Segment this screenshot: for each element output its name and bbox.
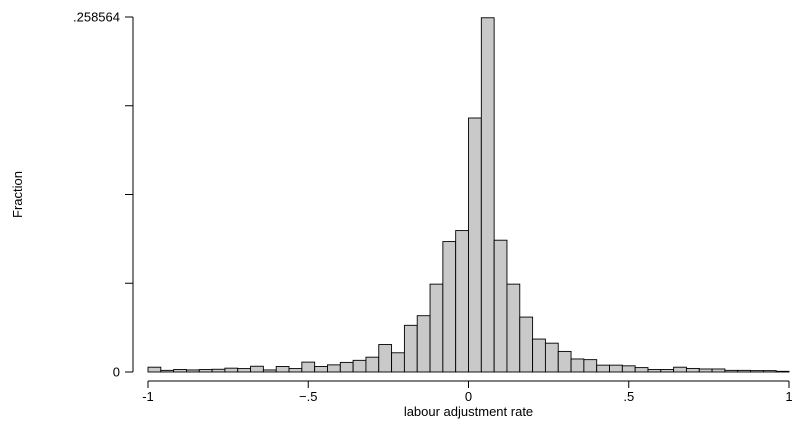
- x-tick-label: -1: [142, 389, 154, 404]
- y-tick-label: 0: [113, 365, 120, 380]
- histogram-bar: [327, 364, 341, 373]
- histogram-bar: [493, 239, 508, 373]
- y-axis-title: Fraction: [10, 171, 25, 218]
- histogram-bar: [339, 361, 354, 373]
- histogram-bar: [557, 350, 572, 373]
- y-axis-ticks: 0 .258564: [73, 10, 133, 380]
- histogram-bar: [673, 366, 687, 373]
- histogram-bar: [198, 369, 213, 373]
- histogram-bar: [314, 366, 328, 373]
- x-tick-label: −.5: [299, 389, 317, 404]
- histogram-bar: [775, 370, 790, 373]
- histogram-bar: [173, 369, 187, 373]
- histogram-bar: [737, 369, 751, 373]
- histogram-bar: [288, 368, 303, 373]
- histogram-bar: [352, 359, 367, 373]
- histogram-bar: [365, 356, 380, 373]
- histogram-bar: [660, 369, 675, 373]
- histogram-bar: [237, 368, 252, 373]
- histogram-bar: [711, 368, 726, 373]
- histogram-bar: [186, 369, 200, 373]
- histogram-bar: [480, 17, 495, 373]
- x-axis-title: labour adjustment rate: [404, 404, 533, 419]
- x-tick-label: .5: [623, 389, 634, 404]
- histogram-bar: [609, 364, 623, 373]
- histogram-bar: [301, 361, 316, 373]
- histogram-bar: [391, 352, 405, 373]
- histogram-bar: [455, 230, 469, 373]
- histogram-bar: [724, 369, 739, 373]
- histogram-bars: [147, 17, 790, 373]
- histogram-bar: [506, 283, 521, 373]
- histogram-bar: [570, 358, 585, 373]
- histogram-bar: [250, 365, 264, 373]
- histogram-bar: [634, 367, 649, 373]
- histogram-bar: [685, 367, 700, 373]
- histogram-bar: [403, 324, 418, 373]
- x-tick-label: 0: [465, 389, 472, 404]
- histogram-bar: [378, 344, 393, 373]
- histogram-bar: [532, 338, 546, 373]
- histogram-bar: [647, 369, 662, 373]
- histogram-bar: [442, 241, 457, 373]
- y-tick-label: .258564: [73, 10, 120, 25]
- histogram-bar: [147, 366, 162, 373]
- histogram-bar: [583, 359, 598, 373]
- histogram-bar: [596, 364, 610, 373]
- x-tick-label: 1: [785, 389, 792, 404]
- histogram-bar: [224, 367, 239, 373]
- histogram-bar: [416, 315, 431, 373]
- histogram-bar: [621, 365, 636, 373]
- histogram-bar: [275, 366, 290, 373]
- histogram-bar: [429, 283, 444, 373]
- histogram-bar: [544, 342, 559, 373]
- histogram-bar: [468, 117, 482, 373]
- histogram-bar: [211, 368, 226, 373]
- histogram-bar: [750, 370, 764, 373]
- histogram-bar: [262, 369, 277, 373]
- histogram-bar: [519, 316, 534, 373]
- histogram-bar: [698, 368, 713, 373]
- histogram-bar: [160, 369, 175, 373]
- histogram-bar: [762, 370, 777, 373]
- x-axis-ticks: -1 −.5 0 .5 1: [142, 381, 793, 404]
